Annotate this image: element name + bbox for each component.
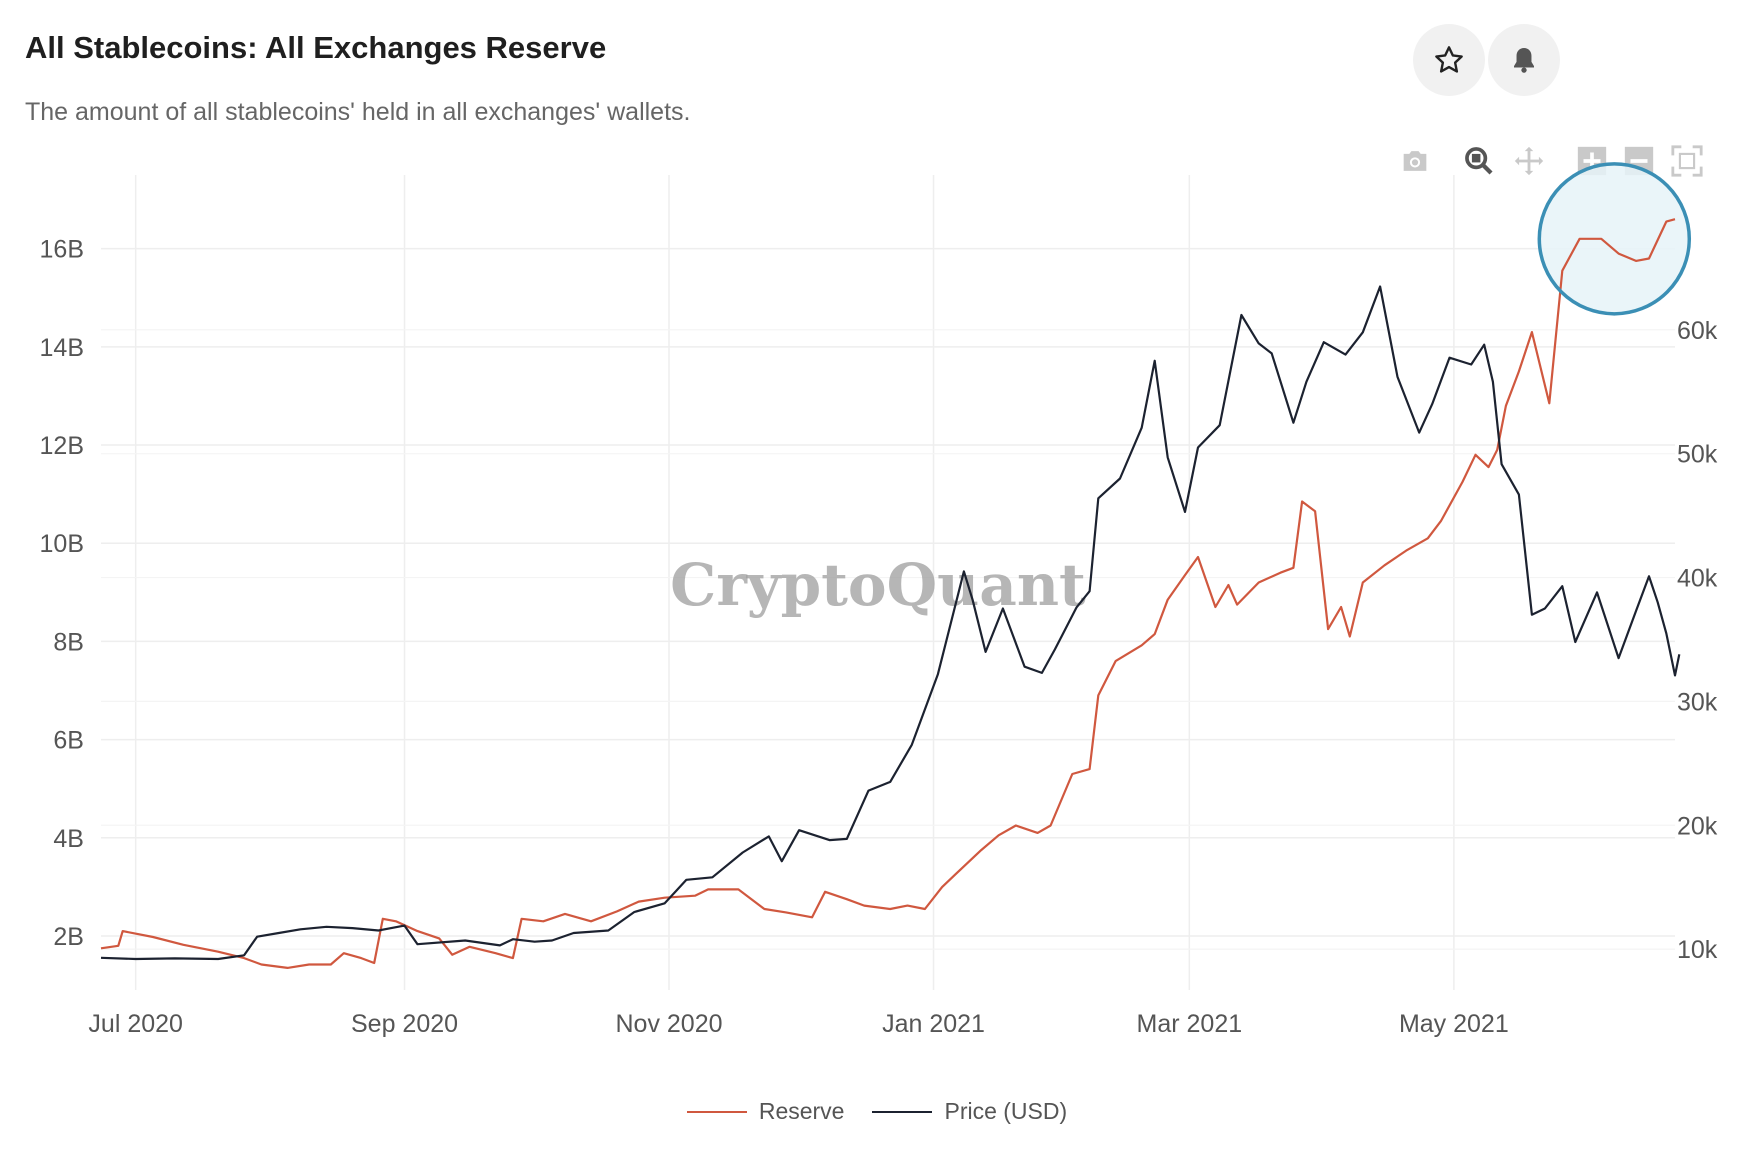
y-left-tick-label: 8B xyxy=(53,628,84,656)
legend-swatch-reserve xyxy=(686,1110,747,1113)
alert-button[interactable] xyxy=(1488,24,1560,96)
legend-label-reserve: Reserve xyxy=(758,1098,845,1124)
x-tick-label: Mar 2021 xyxy=(1137,1010,1243,1038)
x-tick-label: Jul 2020 xyxy=(88,1010,183,1038)
grid-lines xyxy=(101,175,1675,990)
x-tick-label: Nov 2020 xyxy=(616,1010,723,1038)
camera-icon[interactable] xyxy=(1398,144,1432,178)
highlight-circle-outline xyxy=(1537,162,1692,316)
y-right-tick-label: 60k xyxy=(1677,317,1718,345)
y-right-tick-label: 20k xyxy=(1677,812,1718,840)
y-right-tick-label: 10k xyxy=(1677,936,1718,964)
zoom-icon[interactable] xyxy=(1462,144,1496,178)
y-right-tick-label: 50k xyxy=(1677,441,1718,469)
legend-item-price[interactable]: Price (USD) xyxy=(872,1098,1067,1125)
y-left-tick-label: 6B xyxy=(53,727,84,755)
legend-label-price: Price (USD) xyxy=(944,1098,1068,1124)
pan-icon[interactable] xyxy=(1512,144,1546,178)
series-lines xyxy=(100,218,1681,969)
y-left-tick-label: 2B xyxy=(53,923,84,951)
autoscale-icon[interactable] xyxy=(1670,144,1704,178)
highlight-circle-fill xyxy=(1539,163,1690,314)
y-left-tick-label: 10B xyxy=(40,530,84,558)
y-right-tick-label: 40k xyxy=(1677,565,1718,593)
legend-item-reserve[interactable]: Reserve xyxy=(686,1098,845,1125)
x-tick-label: Jan 2021 xyxy=(882,1010,985,1038)
y-left-tick-label: 12B xyxy=(40,432,84,460)
highlight-circle-fill xyxy=(1539,163,1690,314)
star-icon xyxy=(1435,46,1463,73)
legend-swatch-price xyxy=(872,1110,933,1113)
bell-icon xyxy=(1514,48,1534,73)
highlight-circle-outline xyxy=(1537,162,1692,316)
y-left-tick-label: 4B xyxy=(53,825,84,853)
chart-title: All Stablecoins: All Exchanges Reserve xyxy=(25,30,607,65)
x-tick-label: Sep 2020 xyxy=(351,1010,458,1038)
x-tick-label: May 2021 xyxy=(1399,1010,1509,1038)
watermark: CryptoQuant xyxy=(670,551,1086,619)
legend: Reserve Price (USD) xyxy=(0,1098,1754,1125)
reserve-line[interactable] xyxy=(100,218,1676,969)
y-left-tick-label: 16B xyxy=(40,236,84,264)
favorite-button[interactable] xyxy=(1413,24,1485,96)
price-line[interactable] xyxy=(100,285,1681,961)
axis-labels: Jul 2020 Sep 2020 Nov 2020 Jan 2021 Mar 2021… xyxy=(40,236,1718,1038)
y-right-tick-label: 30k xyxy=(1677,688,1718,716)
y-left-tick-label: 14B xyxy=(40,334,84,362)
chart-subtitle: The amount of all stablecoins' held in a… xyxy=(25,98,691,126)
